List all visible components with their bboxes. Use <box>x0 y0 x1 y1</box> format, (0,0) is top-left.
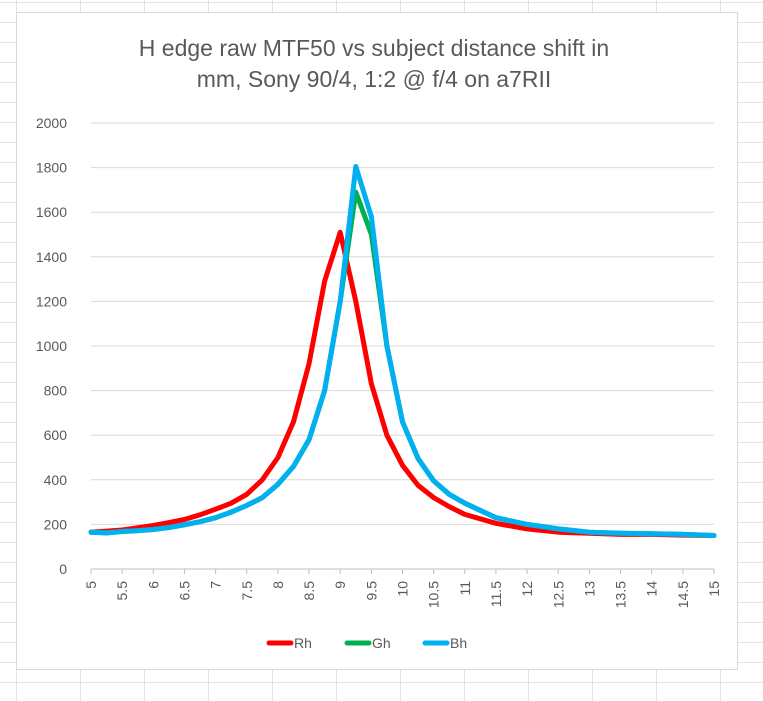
x-tick-label: 13.5 <box>613 581 629 608</box>
x-tick-label: 8.5 <box>301 581 317 601</box>
y-tick-label: 1400 <box>36 249 67 265</box>
x-tick-label: 7.5 <box>239 581 255 601</box>
gridlines <box>91 122 714 570</box>
y-axis: 0 200 400 600 800 1000 1200 1400 1600 1800 2000 <box>36 115 67 577</box>
x-axis: 5 5.5 6 6.5 7 7.5 8 8.5 9 9.5 10 10.5 11 11.5 12 12.5 13… <box>83 569 722 608</box>
x-tick-label: 11 <box>457 581 473 596</box>
x-tick-label: 6.5 <box>176 581 192 601</box>
legend-item-rh: Rh <box>266 635 312 651</box>
x-tick-label: 12 <box>519 581 535 597</box>
x-tick-label: 11.5 <box>488 581 504 607</box>
x-tick-label: 8 <box>270 581 286 589</box>
legend: Rh Gh Bh <box>266 635 467 651</box>
x-tick-label: 13 <box>581 581 597 597</box>
x-tick-label: 10 <box>395 581 411 597</box>
legend-label: Bh <box>450 635 467 651</box>
x-tick-label: 10.5 <box>426 581 442 608</box>
series-lines <box>88 164 717 538</box>
y-tick-label: 800 <box>44 383 68 399</box>
legend-label: Gh <box>372 635 391 651</box>
y-tick-label: 2000 <box>36 115 67 131</box>
x-tick-label: 6 <box>145 581 161 589</box>
x-tick-label: 15 <box>706 581 722 597</box>
x-tick-label: 14.5 <box>675 581 691 608</box>
line-chart: H edge raw MTF50 vs subject distance shi… <box>36 35 722 651</box>
series-line-rh <box>88 229 717 538</box>
chart-area: H edge raw MTF50 vs subject distance shi… <box>16 12 738 670</box>
y-tick-label: 1800 <box>36 160 67 176</box>
x-tick-label: 5.5 <box>114 581 130 601</box>
chart-title-line-2: mm, Sony 90/4, 1:2 @ f/4 on a7RII <box>197 66 551 92</box>
y-tick-label: 200 <box>44 516 68 532</box>
series-line-gh <box>88 189 717 538</box>
x-tick-label: 12.5 <box>550 581 566 608</box>
series-line-bh <box>88 164 717 538</box>
legend-item-gh: Gh <box>344 635 391 651</box>
legend-item-bh: Bh <box>422 635 467 651</box>
x-tick-label: 9 <box>332 581 348 589</box>
x-tick-label: 7 <box>208 581 224 589</box>
chart-title: H edge raw MTF50 vs subject distance shi… <box>139 35 609 92</box>
y-tick-label: 1000 <box>36 338 67 354</box>
x-tick-label: 14 <box>644 581 660 597</box>
y-tick-label: 1200 <box>36 293 67 309</box>
y-tick-label: 600 <box>44 427 68 443</box>
chart-title-line-1: H edge raw MTF50 vs subject distance shi… <box>139 35 609 61</box>
x-tick-label: 9.5 <box>363 581 379 601</box>
y-tick-label: 0 <box>59 561 67 577</box>
y-tick-label: 1600 <box>36 204 67 220</box>
legend-label: Rh <box>294 635 312 651</box>
y-tick-label: 400 <box>44 472 68 488</box>
x-tick-label: 5 <box>83 581 99 589</box>
